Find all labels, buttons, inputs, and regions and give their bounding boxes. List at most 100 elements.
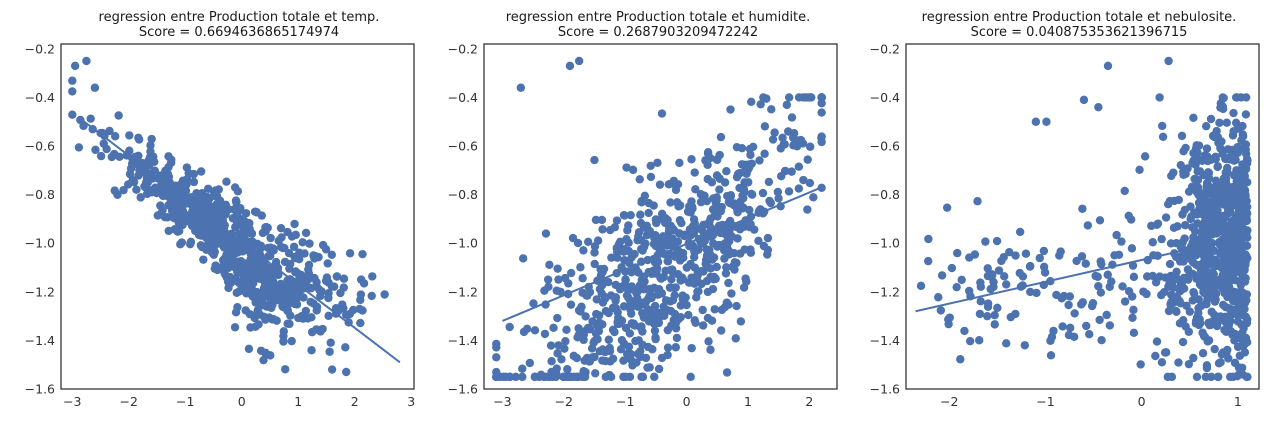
scatter-point [1164,306,1174,316]
scatter-point [673,270,683,279]
scatter-point [643,305,653,314]
scatter-point [784,93,794,102]
scatter-point [294,275,303,285]
scatter-point [987,270,997,279]
scatter-point [690,168,699,177]
scatter-point [1081,259,1090,268]
scatter-point [136,193,145,202]
scatter-points [68,56,389,377]
scatter-point [339,274,349,283]
scatter-point [1238,335,1248,345]
scatter-point [1211,176,1221,185]
scatter-point [307,346,316,355]
regression-line [502,186,823,322]
scatter-point [732,258,741,268]
scatter-point [560,344,569,353]
scatter-point [264,252,273,261]
scatter-point [628,299,637,309]
scatter-point [217,210,226,219]
scatter-point [817,108,826,117]
scatter-point [1201,204,1211,213]
scatter-point [706,214,715,223]
scatter-point [543,275,553,284]
regression-line-segment [77,116,401,364]
scatter-point [549,323,558,333]
scatter-point [172,225,182,234]
scatter-point [1235,351,1245,360]
scatter-point [619,302,629,311]
chart-title-line1: regression entre Production totale et hu… [506,10,811,25]
scatter-point [657,242,667,252]
scatter-point [1207,372,1216,382]
scatter-point [224,283,233,293]
scatter-point [760,122,770,131]
scatter-point [284,281,293,290]
scatter-point [553,349,562,358]
scatter-point [700,191,709,200]
scatter-point [110,132,120,141]
scatter-point [301,228,311,238]
scatter-point [736,317,746,326]
scatter-point [1120,297,1130,306]
scatter-point [325,347,334,356]
scatter-point [1169,223,1179,232]
scatter-point [583,291,592,300]
scatter-point [990,310,999,320]
scatter-point [191,226,200,236]
scatter-point [341,310,351,319]
scatter-point [269,244,278,253]
scatter-point [1192,372,1202,382]
scatter-point [511,372,520,382]
scatter-point [322,273,332,282]
scatter-point [1140,152,1150,161]
scatter-point [1203,168,1213,177]
scatter-point [636,210,645,219]
scatter-point [583,237,593,247]
regression-line-segment [502,186,823,322]
scatter-point [1002,339,1011,348]
scatter-point [590,336,599,346]
scatter-point [583,323,593,333]
chart-title-line2: Score = 0.2687903209472242 [558,25,758,40]
scatter-point [232,288,241,298]
scatter-point [675,229,684,238]
y-tick-label: −1.0 [870,236,900,251]
scatter-point [726,105,735,114]
scatter-point [983,311,992,321]
scatter-point [975,309,985,319]
scatter-point [687,343,696,353]
scatter-point [324,311,333,321]
scatter-point [566,300,576,309]
scatter-point [981,237,990,246]
scatter-point [1207,286,1217,295]
scatter-point [607,253,616,262]
scatter-point [563,365,572,374]
scatter-point [594,326,604,336]
scatter-point [1170,196,1179,206]
scatter-point [1199,191,1208,201]
scatter-point [1118,282,1127,291]
scatter-point [1151,351,1160,361]
scatter-point [283,227,292,237]
scatter-point [1218,149,1227,159]
scatter-point [91,145,100,155]
scatter-point [68,110,77,119]
scatter-point [952,282,961,292]
scatter-point [345,249,355,258]
scatter-point [626,349,636,359]
scatter-point [1189,289,1199,298]
y-tick-label: −1.2 [448,284,478,299]
scatter-point [597,281,607,290]
y-tick-labels: −0.2 −0.4 −0.6 −0.8 −1.0 −1.2 −1.4 −1.6 [448,41,478,396]
y-tick-label: −0.6 [448,139,478,154]
scatter-point [671,185,681,195]
scatter-point [492,353,501,362]
y-tick-label: −0.4 [25,90,55,105]
scatter-point [1139,287,1148,296]
scatter-point [759,93,768,102]
scatter-point [764,177,774,187]
scatter-point [768,135,778,144]
scatter-point [305,239,314,248]
y-tick-label: −1.6 [448,382,478,397]
